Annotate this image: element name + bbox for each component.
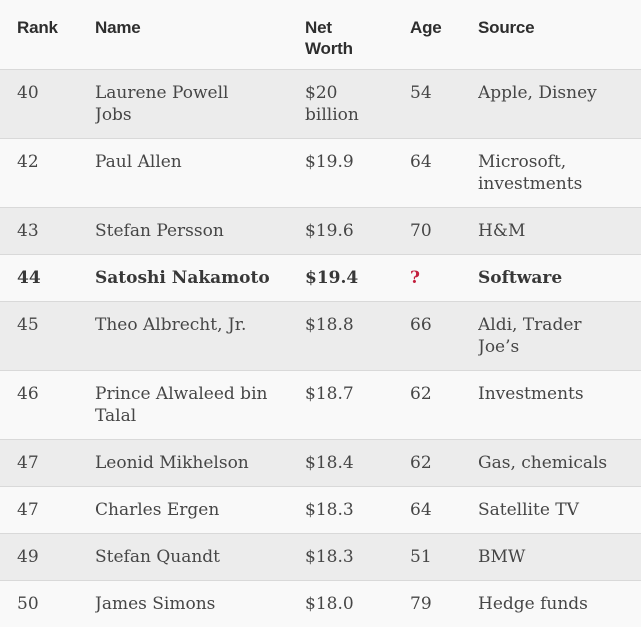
cell-net-worth: $20 billion bbox=[305, 83, 359, 125]
cell-source: Aldi, Trader Joe’s bbox=[478, 315, 582, 357]
cell-name: James Simons bbox=[95, 594, 216, 614]
cell-name: Theo Albrecht, Jr. bbox=[95, 315, 247, 335]
cell-source: Gas, chemicals bbox=[478, 453, 608, 473]
cell-age-unknown-question-mark: ? bbox=[410, 268, 420, 288]
cell-rank: 44 bbox=[17, 268, 41, 288]
cell-name: Laurene Powell Jobs bbox=[95, 83, 229, 125]
cell-source: Software bbox=[478, 268, 563, 288]
cell-age: 79 bbox=[410, 594, 432, 614]
column-header-net-worth: Net Worth bbox=[305, 0, 410, 70]
cell-name: Charles Ergen bbox=[95, 500, 220, 520]
cell-net-worth: $19.6 bbox=[305, 221, 354, 241]
cell-rank: 40 bbox=[17, 83, 39, 103]
cell-age: 54 bbox=[410, 83, 432, 103]
table-row-stefan-quandt: 49 Stefan Quandt $18.3 51 BMW bbox=[0, 533, 641, 581]
table-row-james-simons: 50 James Simons $18.0 79 Hedge funds bbox=[0, 580, 641, 627]
cell-source: Microsoft, investments bbox=[478, 152, 583, 194]
cell-rank: 42 bbox=[17, 152, 39, 172]
cell-age: 62 bbox=[410, 453, 432, 473]
cell-age: 66 bbox=[410, 315, 432, 335]
cell-age: 62 bbox=[410, 384, 432, 404]
cell-net-worth: $18.4 bbox=[305, 453, 354, 473]
cell-source: Satellite TV bbox=[478, 500, 579, 520]
cell-rank: 47 bbox=[17, 453, 39, 473]
column-header-age: Age bbox=[410, 0, 478, 70]
header-row: Rank Name Net Worth Age Source bbox=[0, 0, 641, 70]
cell-rank: 47 bbox=[17, 500, 39, 520]
table-body: 40 Laurene Powell Jobs $20 billion 54 Ap… bbox=[0, 69, 641, 627]
table-row-leonid-mikhelson: 47 Leonid Mikhelson $18.4 62 Gas, chemic… bbox=[0, 439, 641, 487]
cell-source: BMW bbox=[478, 547, 526, 567]
cell-source: Hedge funds bbox=[478, 594, 588, 614]
cell-age: 64 bbox=[410, 152, 432, 172]
cell-name: Leonid Mikhelson bbox=[95, 453, 249, 473]
cell-rank: 46 bbox=[17, 384, 39, 404]
column-header-source: Source bbox=[478, 0, 641, 70]
cell-age: 64 bbox=[410, 500, 432, 520]
table-row-charles-ergen: 47 Charles Ergen $18.3 64 Satellite TV bbox=[0, 486, 641, 534]
cell-net-worth: $18.7 bbox=[305, 384, 354, 404]
table-row-satoshi-nakamoto-highlighted: 44 Satoshi Nakamoto $19.4 ? Software bbox=[0, 254, 641, 302]
column-header-name: Name bbox=[95, 0, 305, 70]
cell-net-worth: $19.9 bbox=[305, 152, 354, 172]
cell-net-worth: $18.3 bbox=[305, 547, 354, 567]
table-row-laurene-powell-jobs: 40 Laurene Powell Jobs $20 billion 54 Ap… bbox=[0, 69, 641, 139]
cell-source: Apple, Disney bbox=[478, 83, 597, 103]
cell-rank: 49 bbox=[17, 547, 39, 567]
table-row-stefan-persson: 43 Stefan Persson $19.6 70 H&M bbox=[0, 207, 641, 255]
cell-age: 70 bbox=[410, 221, 432, 241]
cell-net-worth: $18.0 bbox=[305, 594, 354, 614]
cell-rank: 50 bbox=[17, 594, 39, 614]
cell-net-worth: $18.8 bbox=[305, 315, 354, 335]
table-row-paul-allen: 42 Paul Allen $19.9 64 Microsoft, invest… bbox=[0, 138, 641, 208]
cell-name: Stefan Quandt bbox=[95, 547, 221, 567]
table-header: Rank Name Net Worth Age Source bbox=[0, 0, 641, 70]
cell-rank: 45 bbox=[17, 315, 39, 335]
cell-name: Satoshi Nakamoto bbox=[95, 268, 270, 288]
table-row-theo-albrecht-jr: 45 Theo Albrecht, Jr. $18.8 66 Aldi, Tra… bbox=[0, 301, 641, 371]
table-row-prince-alwaleed-bin-talal: 46 Prince Alwaleed bin Talal $18.7 62 In… bbox=[0, 370, 641, 440]
cell-name: Paul Allen bbox=[95, 152, 182, 172]
column-header-rank: Rank bbox=[0, 0, 95, 70]
cell-age: 51 bbox=[410, 547, 432, 567]
cell-source: Investments bbox=[478, 384, 584, 404]
cell-name: Stefan Persson bbox=[95, 221, 224, 241]
cell-name: Prince Alwaleed bin Talal bbox=[95, 384, 268, 426]
cell-source: H&M bbox=[478, 221, 526, 241]
cell-rank: 43 bbox=[17, 221, 39, 241]
cell-net-worth: $18.3 bbox=[305, 500, 354, 520]
cell-net-worth: $19.4 bbox=[305, 268, 359, 288]
